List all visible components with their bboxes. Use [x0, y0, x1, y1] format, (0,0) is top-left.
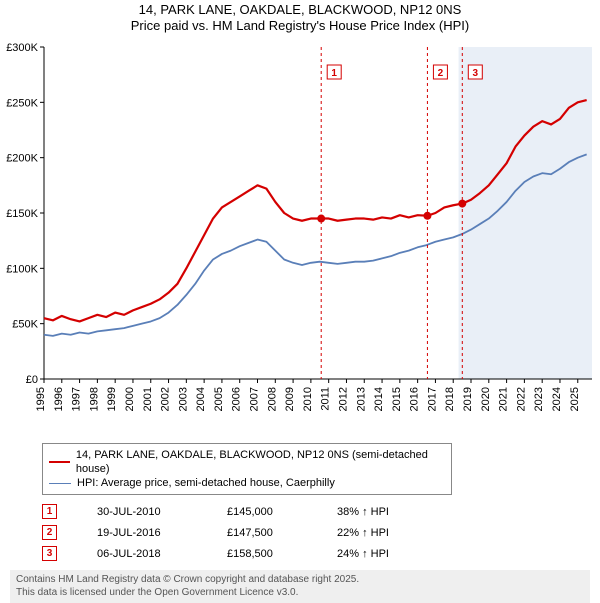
x-tick-label: 2016 — [409, 387, 421, 411]
x-tick-label: 2005 — [213, 387, 225, 411]
title-line-2: Price paid vs. HM Land Registry's House … — [0, 18, 600, 34]
y-tick-label: £50K — [12, 318, 38, 330]
x-tick-label: 2021 — [498, 387, 510, 411]
chart-area: £0 £50K £100K £150K £200K £250K £300K 1995 1996 1… — [0, 39, 600, 439]
attribution: Contains HM Land Registry data © Crown c… — [10, 570, 590, 603]
x-tick-label: 2004 — [195, 387, 207, 411]
y-tick-label: £300K — [6, 42, 38, 54]
x-tick-label: 2022 — [515, 387, 527, 411]
sale-date: 19-JUL-2016 — [97, 527, 187, 539]
sale-row-marker: 2 — [42, 525, 57, 540]
x-tick-label: 2003 — [177, 387, 189, 411]
x-tick-label: 2007 — [249, 387, 261, 411]
x-tick-label: 2017 — [426, 387, 438, 411]
sale-marker-num: 1 — [331, 68, 337, 79]
sale-date: 06-JUL-2018 — [97, 548, 187, 560]
sale-price: £145,000 — [227, 506, 297, 518]
legend: 14, PARK LANE, OAKDALE, BLACKWOOD, NP12 … — [42, 443, 452, 496]
x-tick-label: 2008 — [266, 387, 278, 411]
future-shade — [459, 47, 592, 379]
y-tick-label: £250K — [6, 97, 38, 109]
x-tick-label: 2019 — [462, 387, 474, 411]
sale-delta: 22% ↑ HPI — [337, 527, 427, 539]
sale-delta: 38% ↑ HPI — [337, 506, 427, 518]
attribution-line-1: Contains HM Land Registry data © Crown c… — [16, 574, 584, 587]
x-tick-label: 2006 — [231, 387, 243, 411]
chart-svg: £0 £50K £100K £150K £200K £250K £300K 1995 1996 1… — [0, 39, 600, 439]
x-tick-label: 2023 — [533, 387, 545, 411]
x-tick-label: 2002 — [160, 387, 172, 411]
chart-title-block: 14, PARK LANE, OAKDALE, BLACKWOOD, NP12 … — [0, 0, 600, 39]
x-tick-label: 2015 — [391, 387, 403, 411]
attribution-line-2: This data is licensed under the Open Gov… — [16, 587, 584, 600]
x-tick-label: 2011 — [320, 387, 332, 411]
x-tick-label: 2009 — [284, 387, 296, 411]
x-tick-label: 1998 — [88, 387, 100, 411]
x-tick-label: 1997 — [71, 387, 83, 411]
legend-swatch — [49, 483, 71, 484]
sale-date: 30-JUL-2010 — [97, 506, 187, 518]
y-tick-label: £100K — [6, 263, 38, 275]
sale-delta: 24% ↑ HPI — [337, 548, 427, 560]
x-tick-label: 2024 — [551, 387, 563, 411]
sale-row: 2 19-JUL-2016 £147,500 22% ↑ HPI — [42, 522, 590, 543]
x-tick-label: 2000 — [124, 387, 136, 411]
sale-row-marker: 3 — [42, 546, 57, 561]
x-tick-label: 1995 — [35, 387, 47, 411]
sales-table: 1 30-JUL-2010 £145,000 38% ↑ HPI 2 19-JUL-201… — [42, 501, 590, 564]
legend-row: 14, PARK LANE, OAKDALE, BLACKWOOD, NP12 … — [49, 448, 445, 477]
legend-label: 14, PARK LANE, OAKDALE, BLACKWOOD, NP12 … — [76, 448, 445, 477]
x-tick-label: 1999 — [106, 387, 118, 411]
y-tick-label: £0 — [26, 374, 38, 386]
sale-row: 3 06-JUL-2018 £158,500 24% ↑ HPI — [42, 543, 590, 564]
x-tick-label: 2014 — [373, 387, 385, 411]
x-tick-label: 2020 — [480, 386, 492, 410]
y-tick-label: £200K — [6, 152, 38, 164]
x-tick-label: 2012 — [337, 387, 349, 411]
legend-swatch — [49, 461, 70, 463]
legend-row: HPI: Average price, semi-detached house,… — [49, 476, 445, 490]
sale-row-marker: 1 — [42, 504, 57, 519]
y-tick-label: £150K — [6, 208, 38, 220]
sale-price: £147,500 — [227, 527, 297, 539]
sale-price: £158,500 — [227, 548, 297, 560]
x-tick-label: 2001 — [142, 387, 154, 411]
x-tick-label: 2010 — [302, 387, 314, 411]
sale-row: 1 30-JUL-2010 £145,000 38% ↑ HPI — [42, 501, 590, 522]
sale-marker-num: 3 — [473, 68, 479, 79]
legend-label: HPI: Average price, semi-detached house,… — [77, 476, 335, 490]
x-tick-label: 2018 — [444, 387, 456, 411]
x-tick-label: 1996 — [53, 387, 65, 411]
x-tick-label: 2013 — [355, 387, 367, 411]
sale-marker-num: 2 — [438, 68, 444, 79]
title-line-1: 14, PARK LANE, OAKDALE, BLACKWOOD, NP12 … — [0, 2, 600, 18]
x-tick-label: 2025 — [569, 387, 581, 411]
